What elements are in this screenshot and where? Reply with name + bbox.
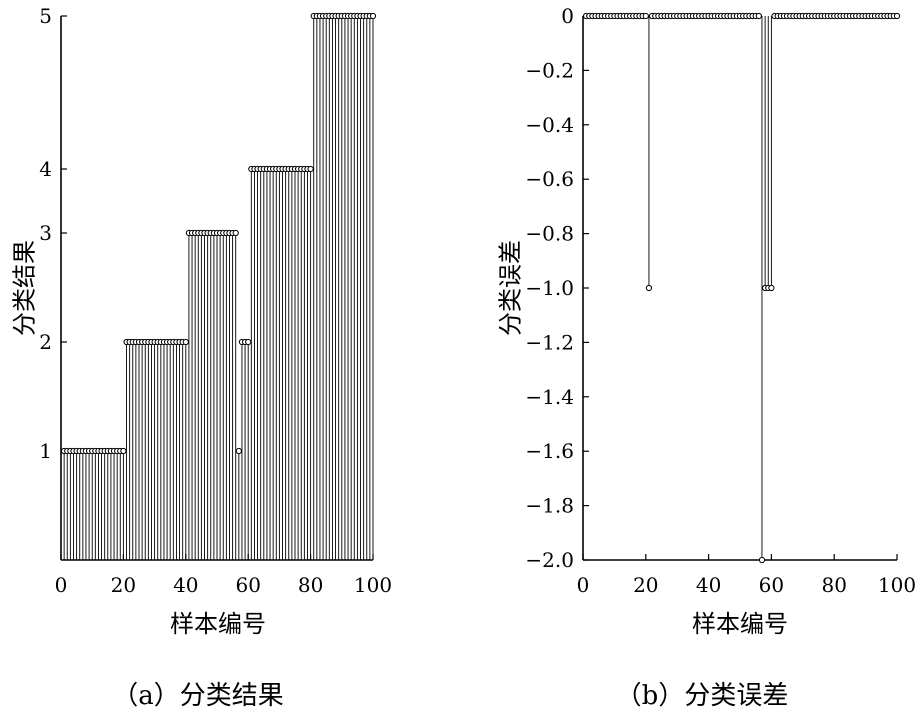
x-tick-label: 20: [633, 573, 658, 597]
stem-marker: [893, 12, 901, 20]
panel-a-markers: [61, 12, 377, 455]
x-tick-label: 0: [577, 573, 590, 597]
y-tick-label: −1.0: [525, 276, 574, 300]
panel-b-stems: [648, 16, 772, 560]
panel-caption: （a）分类结果: [112, 681, 284, 711]
y-tick-label: −0.2: [525, 58, 574, 82]
stem-marker: [182, 338, 189, 346]
stem-marker: [245, 338, 252, 346]
y-tick-label: −1.2: [525, 330, 574, 354]
y-tick-label: −1.6: [525, 439, 574, 463]
x-tick-label: 100: [354, 573, 392, 597]
panel-a-axes: [60, 15, 374, 561]
stem-marker: [235, 447, 242, 455]
stem-marker: [369, 12, 377, 20]
y-tick-label: 0: [561, 4, 574, 28]
y-tick-label: −2.0: [525, 548, 574, 572]
y-tick-label: −1.8: [525, 494, 574, 518]
y-tick-label: −0.6: [525, 167, 574, 191]
x-axis-label: 样本编号: [170, 610, 266, 638]
y-tick-label: 1: [39, 439, 52, 463]
panel-b-axes: [582, 15, 898, 561]
y-tick-label: 4: [39, 157, 52, 181]
panel-b-classification-error: 0 20 40 60 80 100 0 −0.2 −0.4 −0.6 −0.8 −1.0 −1.2 −1.…: [497, 4, 917, 711]
panel-b-labels: 0 20 40 60 80 100 0 −0.2 −0.4 −0.6 −0.8 −1.0 −1.2 −1.…: [497, 4, 917, 711]
y-axis-label: 分类误差: [497, 240, 525, 336]
y-tick-label: −0.8: [525, 222, 574, 246]
stem-marker: [232, 229, 239, 237]
x-tick-label: 40: [173, 573, 198, 597]
x-tick-label: 80: [821, 573, 846, 597]
y-tick-label: −1.4: [525, 385, 574, 409]
panel-a-labels: 0 20 40 60 80 100 1 2 3 4 5 样本编号 分类结果 （a）分类结果: [11, 4, 393, 711]
stem-marker: [307, 165, 314, 173]
panel-a-stems: [63, 16, 374, 560]
x-tick-label: 20: [111, 573, 136, 597]
panel-caption: （b）分类误差: [616, 681, 789, 711]
y-tick-label: 2: [39, 330, 52, 354]
y-tick-label: 5: [39, 4, 52, 28]
stem-marker: [758, 556, 766, 564]
x-tick-label: 60: [235, 573, 260, 597]
stem-marker: [755, 12, 762, 20]
stem-marker: [120, 447, 127, 455]
x-tick-label: 0: [55, 573, 68, 597]
x-axis-label: 样本编号: [692, 610, 788, 638]
x-tick-label: 60: [759, 573, 784, 597]
panel-a-classification-result: 0 20 40 60 80 100 1 2 3 4 5 样本编号 分类结果 （a）分类结果: [11, 4, 393, 711]
panel-b-markers: [583, 12, 901, 564]
x-tick-label: 40: [696, 573, 721, 597]
x-tick-label: 80: [298, 573, 323, 597]
stem-marker: [642, 12, 649, 20]
stem-marker: [768, 284, 775, 292]
y-tick-label: −0.4: [525, 113, 574, 137]
y-axis-label: 分类结果: [11, 240, 39, 336]
x-tick-label: 100: [878, 573, 916, 597]
stem-marker: [645, 284, 653, 292]
y-tick-label: 3: [39, 221, 52, 245]
